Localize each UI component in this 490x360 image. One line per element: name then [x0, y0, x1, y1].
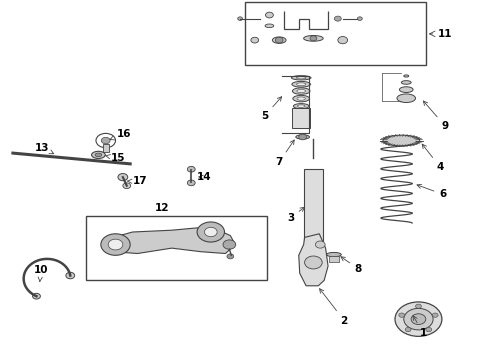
Text: 1: 1 — [413, 316, 427, 338]
Ellipse shape — [297, 105, 305, 107]
Circle shape — [32, 293, 40, 299]
Bar — [304, 169, 323, 241]
Ellipse shape — [404, 75, 409, 77]
Circle shape — [305, 256, 322, 269]
Ellipse shape — [397, 94, 416, 103]
Ellipse shape — [95, 153, 102, 157]
Circle shape — [399, 313, 405, 317]
Ellipse shape — [383, 135, 419, 146]
Circle shape — [357, 17, 362, 21]
Circle shape — [108, 239, 123, 250]
Circle shape — [223, 240, 236, 249]
Text: 8: 8 — [341, 257, 362, 274]
Text: 3: 3 — [287, 207, 305, 222]
Bar — [103, 144, 109, 152]
Ellipse shape — [327, 252, 341, 257]
Circle shape — [66, 272, 74, 279]
Circle shape — [416, 304, 421, 309]
Circle shape — [227, 254, 234, 259]
Text: 17: 17 — [127, 176, 147, 186]
Circle shape — [411, 314, 426, 324]
Circle shape — [426, 328, 432, 332]
Text: 13: 13 — [35, 143, 53, 154]
Circle shape — [316, 241, 325, 248]
Text: 16: 16 — [110, 129, 131, 140]
Text: 2: 2 — [319, 289, 348, 325]
Circle shape — [204, 227, 217, 237]
Circle shape — [334, 16, 341, 21]
Ellipse shape — [401, 81, 411, 84]
Circle shape — [266, 12, 273, 18]
Circle shape — [310, 36, 317, 41]
Ellipse shape — [92, 151, 105, 158]
Polygon shape — [103, 226, 235, 253]
Ellipse shape — [294, 104, 309, 109]
Text: 9: 9 — [423, 101, 449, 131]
Text: 14: 14 — [196, 172, 211, 183]
Circle shape — [197, 222, 224, 242]
Ellipse shape — [292, 81, 311, 87]
Circle shape — [338, 37, 347, 44]
Ellipse shape — [296, 135, 310, 139]
Ellipse shape — [265, 24, 274, 28]
Bar — [245, 3, 426, 65]
Bar — [293, 108, 310, 128]
Circle shape — [101, 137, 110, 144]
Circle shape — [251, 37, 259, 43]
Text: 15: 15 — [105, 153, 125, 163]
Ellipse shape — [296, 83, 306, 86]
Circle shape — [101, 234, 130, 255]
Text: 7: 7 — [275, 140, 294, 167]
Text: 5: 5 — [261, 97, 282, 121]
Polygon shape — [299, 234, 328, 286]
Ellipse shape — [304, 36, 323, 41]
Circle shape — [118, 174, 128, 181]
Text: 11: 11 — [438, 29, 452, 39]
Ellipse shape — [272, 37, 286, 43]
Ellipse shape — [399, 87, 413, 93]
Bar — [329, 256, 339, 262]
Circle shape — [404, 309, 433, 330]
Ellipse shape — [293, 95, 310, 102]
Text: 4: 4 — [422, 144, 444, 172]
Circle shape — [432, 313, 438, 317]
Circle shape — [299, 134, 307, 140]
Ellipse shape — [296, 77, 306, 79]
Ellipse shape — [292, 76, 311, 80]
Circle shape — [238, 17, 243, 21]
Circle shape — [405, 328, 411, 332]
Text: 12: 12 — [155, 203, 169, 213]
Ellipse shape — [297, 89, 306, 93]
Circle shape — [123, 183, 131, 189]
Circle shape — [395, 302, 442, 336]
Ellipse shape — [297, 97, 305, 100]
Text: 6: 6 — [417, 184, 446, 199]
Circle shape — [187, 180, 195, 186]
Ellipse shape — [293, 88, 310, 94]
Circle shape — [275, 37, 283, 43]
Bar — [86, 216, 267, 280]
Text: 10: 10 — [33, 265, 48, 282]
Circle shape — [187, 166, 195, 172]
